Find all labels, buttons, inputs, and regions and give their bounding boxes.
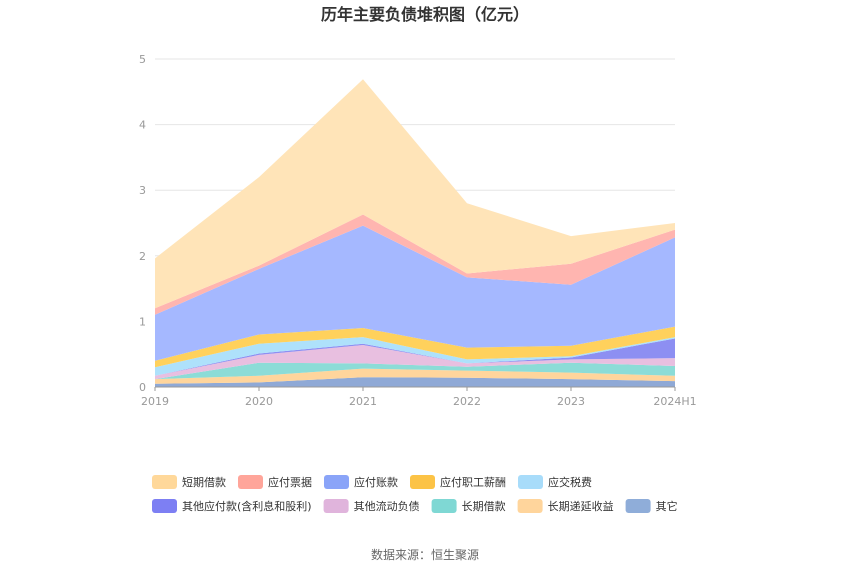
legend-label: 长期借款 xyxy=(462,499,506,513)
y-tick-label: 5 xyxy=(139,53,146,66)
legend-swatch xyxy=(324,475,349,489)
legend-swatch xyxy=(152,475,177,489)
legend-label: 应付票据 xyxy=(268,475,312,489)
area-series-应付票据 xyxy=(155,214,675,315)
legend-label: 其他流动负债 xyxy=(354,499,420,513)
x-tick-label: 2019 xyxy=(141,395,169,408)
y-tick-label: 0 xyxy=(139,381,146,394)
legend-swatch xyxy=(518,475,543,489)
area-series-其它 xyxy=(155,377,675,387)
legend-item[interactable]: 应交税费 xyxy=(518,475,592,489)
legend-item[interactable]: 长期借款 xyxy=(431,499,506,513)
legend-label: 应付职工薪酬 xyxy=(440,475,506,489)
chart-title: 历年主要负债堆积图（亿元） xyxy=(321,5,529,24)
area-series-长期递延收益 xyxy=(155,368,675,384)
legend-swatch xyxy=(410,475,435,489)
legend-swatch xyxy=(625,499,651,513)
y-tick-label: 2 xyxy=(139,250,146,263)
legend-item[interactable]: 应付票据 xyxy=(238,475,312,489)
x-tick-label: 2023 xyxy=(557,395,585,408)
legend-item[interactable]: 短期借款 xyxy=(152,475,226,489)
x-tick-label: 2022 xyxy=(453,395,481,408)
area-series-应付账款 xyxy=(155,225,675,361)
x-tick-label: 2024H1 xyxy=(653,395,696,408)
legend-swatch xyxy=(238,475,263,489)
area-series-其他流动负债 xyxy=(155,345,675,380)
legend-item[interactable]: 长期递延收益 xyxy=(517,499,614,513)
y-axis-ticks: 0 1 2 3 4 5 xyxy=(139,53,146,394)
area-series-group xyxy=(155,79,675,387)
x-axis-ticks: 2019 2020 2021 2022 2023 2024H1 xyxy=(141,387,697,408)
legend-swatch xyxy=(152,499,177,513)
area-series-长期借款 xyxy=(155,362,675,380)
legend-item[interactable]: 其他应付款(含利息和股利) xyxy=(152,499,312,513)
area-series-应交税费 xyxy=(155,337,675,376)
legend-swatch xyxy=(323,499,349,513)
legend-item[interactable]: 应付职工薪酬 xyxy=(410,475,506,489)
legend-swatch xyxy=(431,499,457,513)
area-series-应付职工薪酬 xyxy=(155,326,675,368)
legend-label: 短期借款 xyxy=(182,475,226,489)
data-source-note: 数据来源：恒生聚源 xyxy=(371,547,479,562)
legend-label: 应交税费 xyxy=(548,475,592,489)
area-series-短期借款 xyxy=(155,79,675,309)
legend-item[interactable]: 其它 xyxy=(625,499,678,513)
x-tick-label: 2021 xyxy=(349,395,377,408)
legend-label: 其他应付款(含利息和股利) xyxy=(182,499,312,513)
y-tick-label: 3 xyxy=(139,184,146,197)
legend-label: 长期递延收益 xyxy=(548,499,614,513)
legend-item[interactable]: 其他流动负债 xyxy=(323,499,420,513)
y-tick-label: 1 xyxy=(139,315,146,328)
legend-label: 其它 xyxy=(656,499,678,513)
legend-item[interactable]: 应付账款 xyxy=(324,475,398,489)
y-tick-label: 4 xyxy=(139,119,146,132)
legend-swatch xyxy=(517,499,543,513)
x-tick-label: 2020 xyxy=(245,395,273,408)
legend-label: 应付账款 xyxy=(354,475,398,489)
